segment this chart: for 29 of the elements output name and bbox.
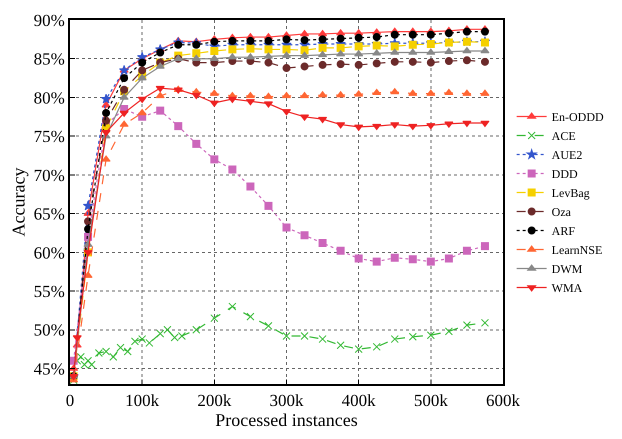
legend-label: LevBag — [552, 186, 590, 200]
x-tick-label: 500k — [414, 391, 448, 410]
x-axis-title: Processed instances — [215, 410, 358, 430]
legend-label: En-ODDD — [552, 110, 604, 124]
legend-label: ACE — [552, 129, 576, 144]
legend-label: DDD — [552, 167, 578, 182]
x-tick-label: 300k — [270, 391, 304, 410]
legend-label: WMA — [552, 281, 583, 296]
legend-label: DWM — [552, 262, 583, 276]
legend-label: Oza — [552, 205, 572, 220]
x-tick-label: 0 — [66, 391, 74, 410]
x-tick-label: 200k — [197, 391, 232, 410]
y-tick-label: 80% — [34, 88, 65, 108]
y-tick-label: 90% — [34, 10, 65, 30]
y-tick-label: 85% — [34, 50, 65, 69]
legend-label: AUE2 — [552, 148, 582, 162]
y-tick-label: 45% — [34, 359, 65, 378]
y-tick-label: 60% — [34, 243, 65, 262]
legend-label: ARF — [552, 224, 576, 238]
y-tick-label: 70% — [34, 166, 65, 185]
legend-label: LearnNSE — [552, 243, 602, 258]
y-tick-label: 55% — [34, 282, 65, 302]
x-tick-label: 100k — [125, 391, 160, 410]
x-tick-label: 400k — [342, 391, 376, 410]
x-tick-label: 600k — [486, 391, 520, 410]
y-tick-label: 50% — [34, 320, 65, 340]
y-axis-title: Accuracy — [8, 168, 28, 236]
y-tick-label: 65% — [34, 204, 65, 224]
y-tick-label: 75% — [34, 127, 65, 146]
